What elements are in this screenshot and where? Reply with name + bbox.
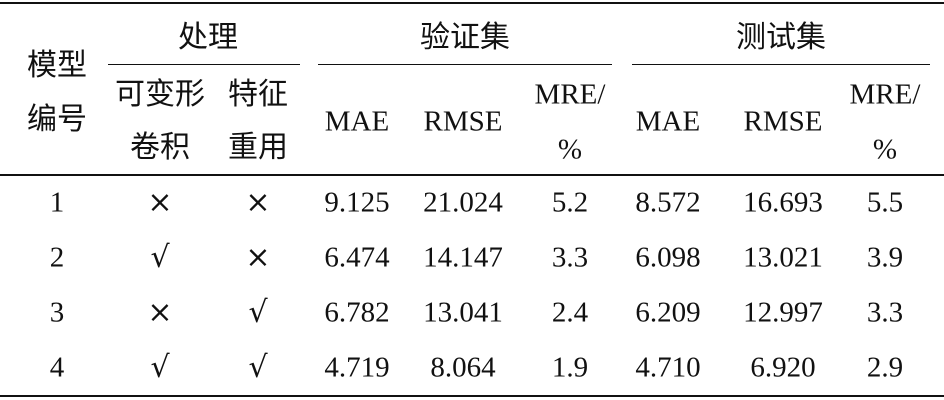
header-cell: 重用	[228, 130, 288, 165]
table-cell: 6.098	[635, 241, 701, 274]
header-cell: 编号	[27, 102, 87, 137]
table-cell: 3.3	[866, 296, 904, 329]
table-cell: 4	[49, 351, 65, 384]
table-cell: 6.920	[750, 351, 816, 384]
table-cell: 21.024	[423, 186, 503, 219]
table-cell: √	[248, 350, 268, 385]
group-header: 处理	[178, 20, 238, 55]
table-cell: 5.2	[551, 186, 589, 219]
header-cell: 模型	[27, 48, 87, 83]
metric-header: RMSE	[423, 105, 503, 138]
table-cell: 2	[49, 241, 65, 274]
header-cell: 特征	[228, 77, 288, 112]
metric-header: MRE/	[849, 78, 921, 111]
metric-header: MAE	[324, 105, 390, 138]
metric-header: RMSE	[743, 105, 823, 138]
group-rule	[108, 64, 300, 65]
table-cell: √	[150, 350, 170, 385]
top-rule	[0, 2, 944, 4]
table-cell: 2.9	[866, 351, 904, 384]
table-cell: 3.9	[866, 241, 904, 274]
table-cell: 9.125	[324, 186, 390, 219]
table-cell: 2.4	[551, 296, 589, 329]
table-cell: 13.021	[743, 241, 823, 274]
table-cell: 14.147	[423, 241, 503, 274]
group-rule	[318, 64, 612, 65]
header-cell: 可变形	[115, 77, 205, 112]
header-cell: 卷积	[130, 130, 190, 165]
table-cell: √	[248, 295, 268, 330]
metric-header: MAE	[635, 105, 701, 138]
table-cell: 1.9	[551, 351, 589, 384]
metric-header: MRE/	[534, 78, 606, 111]
table-cell: 6.209	[635, 296, 701, 329]
metric-header: %	[557, 133, 583, 166]
table-cell: 8.064	[430, 351, 496, 384]
table-cell: 12.997	[743, 296, 823, 329]
table-cell: ×	[245, 240, 271, 275]
table-cell: 4.719	[324, 351, 390, 384]
table-cell: 16.693	[743, 186, 823, 219]
group-header: 验证集	[420, 20, 510, 55]
table-cell: 4.710	[635, 351, 701, 384]
table-cell: 8.572	[635, 186, 701, 219]
bottom-rule	[0, 395, 944, 397]
group-header: 测试集	[736, 20, 826, 55]
header-rule	[0, 174, 944, 176]
table-cell: 6.782	[324, 296, 390, 329]
table-cell: √	[150, 240, 170, 275]
table-cell: 3	[49, 296, 65, 329]
table-cell: 13.041	[423, 296, 503, 329]
table-cell: 6.474	[324, 241, 390, 274]
group-rule	[632, 64, 930, 65]
table-cell: 3.3	[551, 241, 589, 274]
table-cell: ×	[245, 185, 271, 220]
table-cell: 5.5	[866, 186, 904, 219]
table-cell: ×	[147, 185, 173, 220]
table-cell: 1	[49, 186, 65, 219]
metric-header: %	[872, 133, 898, 166]
table-cell: ×	[147, 295, 173, 330]
